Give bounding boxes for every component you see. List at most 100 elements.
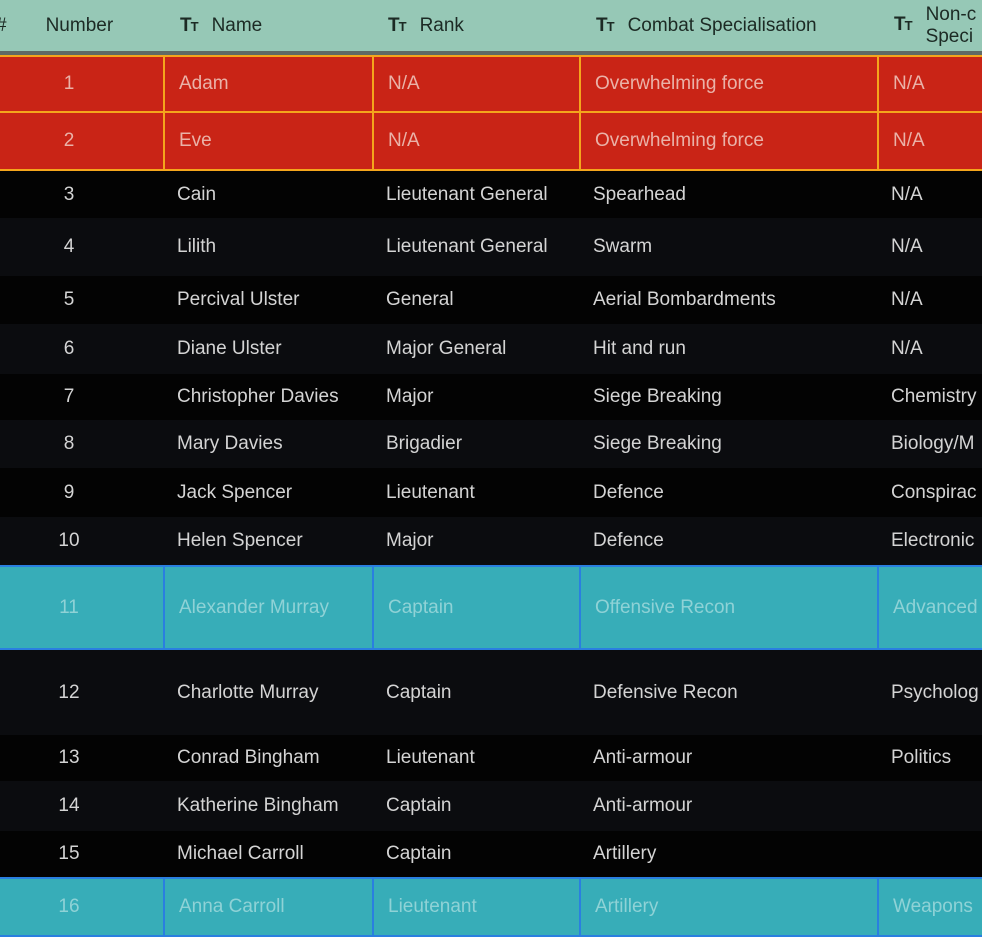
cell-noncombat: N/A <box>891 338 923 359</box>
cell-name: Conrad Bingham <box>177 747 320 768</box>
cell-number: 16 <box>58 896 80 917</box>
column-header-label: Rank <box>419 14 464 36</box>
cell-combat: Overwhelming force <box>579 113 877 169</box>
cell-combat: Siege Breaking <box>593 386 722 407</box>
cell-rank: Lieutenant General <box>386 183 548 205</box>
cell-combat: Swarm <box>593 236 653 257</box>
cell-noncombat: Biology/M <box>891 433 975 454</box>
table-row[interactable]: 13 Conrad Bingham Lieutenant Anti-armour… <box>0 735 982 781</box>
cell-name: Charlotte Murray <box>177 681 319 703</box>
cell-rank: Captain <box>386 681 452 703</box>
cell-combat: Artillery <box>593 843 657 864</box>
cell-noncombat: N/A <box>877 57 982 111</box>
cell-name: Eve <box>163 113 372 169</box>
column-header-label: Name <box>211 14 263 36</box>
column-header-name[interactable]: TT Name <box>180 0 370 51</box>
cell-number: 2 <box>63 130 75 151</box>
text-type-icon: TT <box>596 14 615 36</box>
cell-noncombat: Conspirac <box>891 481 977 503</box>
cell-rank: Lieutenant <box>372 879 579 935</box>
cell-name: Helen Spencer <box>177 530 303 551</box>
table-row[interactable]: 11 Alexander Murray Captain Offensive Re… <box>0 565 982 650</box>
table-row[interactable]: 6 Diane Ulster Major General Hit and run… <box>0 324 982 374</box>
cell-noncombat <box>877 781 982 831</box>
cell-number: 13 <box>58 747 80 768</box>
cell-combat: Aerial Bombardments <box>593 289 776 310</box>
cell-rank: N/A <box>372 113 579 169</box>
table-row[interactable]: 12 Charlotte Murray Captain Defensive Re… <box>0 650 982 735</box>
column-header-rank[interactable]: TT Rank <box>388 0 578 51</box>
cell-number: 3 <box>63 183 75 205</box>
cell-name: Jack Spencer <box>177 481 293 503</box>
table-row[interactable]: 5 Percival Ulster General Aerial Bombard… <box>0 276 982 324</box>
column-header-non-combat-specialisation[interactable]: TT Non-c Speci <box>894 0 982 51</box>
cell-rank: Captain <box>372 567 579 648</box>
column-header-combat-specialisation[interactable]: TT Combat Specialisation <box>596 0 876 51</box>
cell-number: 6 <box>63 338 75 359</box>
cell-combat: Defensive Recon <box>593 681 738 703</box>
cell-rank: Lieutenant <box>386 481 475 503</box>
cell-number: 4 <box>63 236 75 257</box>
cell-rank: Brigadier <box>386 433 463 454</box>
cell-name: Cain <box>177 183 217 205</box>
cell-combat: Spearhead <box>593 183 686 205</box>
cell-rank: Captain <box>386 795 452 816</box>
cell-noncombat: Electronic <box>891 530 975 551</box>
cell-noncombat: Psycholog <box>891 681 979 703</box>
cell-number: 12 <box>58 681 80 703</box>
cell-name: Michael Carroll <box>177 843 304 864</box>
cell-number: 7 <box>63 386 75 407</box>
cell-number: 11 <box>59 596 79 618</box>
cell-combat: Overwhelming force <box>579 57 877 111</box>
table-row[interactable]: 10 Helen Spencer Major Defence Electroni… <box>0 517 982 565</box>
table-row[interactable]: 7 Christopher Davies Major Siege Breakin… <box>0 374 982 420</box>
cell-rank: Major General <box>386 338 507 359</box>
cell-noncombat <box>877 831 982 877</box>
cell-name: Anna Carroll <box>163 879 372 935</box>
cell-number: 5 <box>63 289 75 310</box>
cell-noncombat: N/A <box>891 183 923 205</box>
table-row[interactable]: 14 Katherine Bingham Captain Anti-armour <box>0 781 982 831</box>
column-header-number[interactable]: # Number <box>0 0 150 51</box>
cell-combat: Artillery <box>579 879 877 935</box>
cell-noncombat: Advanced <box>877 567 982 648</box>
cell-rank: Captain <box>386 843 452 864</box>
cell-name: Percival Ulster <box>177 289 300 310</box>
text-type-icon: TT <box>388 14 407 36</box>
cell-combat: Defence <box>593 530 664 551</box>
cell-number: 15 <box>58 843 80 864</box>
table-row[interactable]: 1 Adam N/A Overwhelming force N/A <box>0 55 982 113</box>
cell-name: Lilith <box>177 236 217 257</box>
cell-combat: Offensive Recon <box>579 567 877 648</box>
cell-noncombat: Politics <box>891 747 952 768</box>
table-row[interactable]: 16 Anna Carroll Lieutenant Artillery Wea… <box>0 877 982 937</box>
text-type-icon: TT <box>894 14 913 35</box>
cell-combat: Defence <box>593 481 664 503</box>
cell-combat: Anti-armour <box>593 747 693 768</box>
column-header-label-line1: Non-c <box>925 3 977 25</box>
column-header-label: Combat Specialisation <box>627 14 817 36</box>
table-row[interactable]: 2 Eve N/A Overwhelming force N/A <box>0 111 982 171</box>
cell-noncombat: Weapons <box>877 879 982 935</box>
cell-rank: Major <box>386 386 434 407</box>
cell-rank: General <box>386 289 454 310</box>
column-header-label: Non-c Speci <box>926 4 977 48</box>
table-row[interactable]: 3 Cain Lieutenant General Spearhead N/A <box>0 171 982 218</box>
table-row[interactable]: 15 Michael Carroll Captain Artillery <box>0 831 982 877</box>
cell-name: Mary Davies <box>177 433 283 454</box>
table-row[interactable]: 9 Jack Spencer Lieutenant Defence Conspi… <box>0 468 982 517</box>
cell-number: 14 <box>58 795 80 816</box>
cell-rank: Lieutenant General <box>386 236 548 257</box>
cell-rank: Lieutenant <box>386 747 475 768</box>
cell-number: 9 <box>63 481 75 503</box>
cell-combat: Anti-armour <box>593 795 693 816</box>
cell-name: Adam <box>163 57 372 111</box>
cell-combat: Hit and run <box>593 338 686 359</box>
table-row[interactable]: 8 Mary Davies Brigadier Siege Breaking B… <box>0 420 982 468</box>
cell-name: Diane Ulster <box>177 338 282 359</box>
cell-rank: N/A <box>372 57 579 111</box>
cell-number: 8 <box>63 433 75 454</box>
cell-name: Katherine Bingham <box>177 795 339 816</box>
cell-noncombat: N/A <box>877 113 982 169</box>
table-row[interactable]: 4 Lilith Lieutenant General Swarm N/A <box>0 218 982 276</box>
